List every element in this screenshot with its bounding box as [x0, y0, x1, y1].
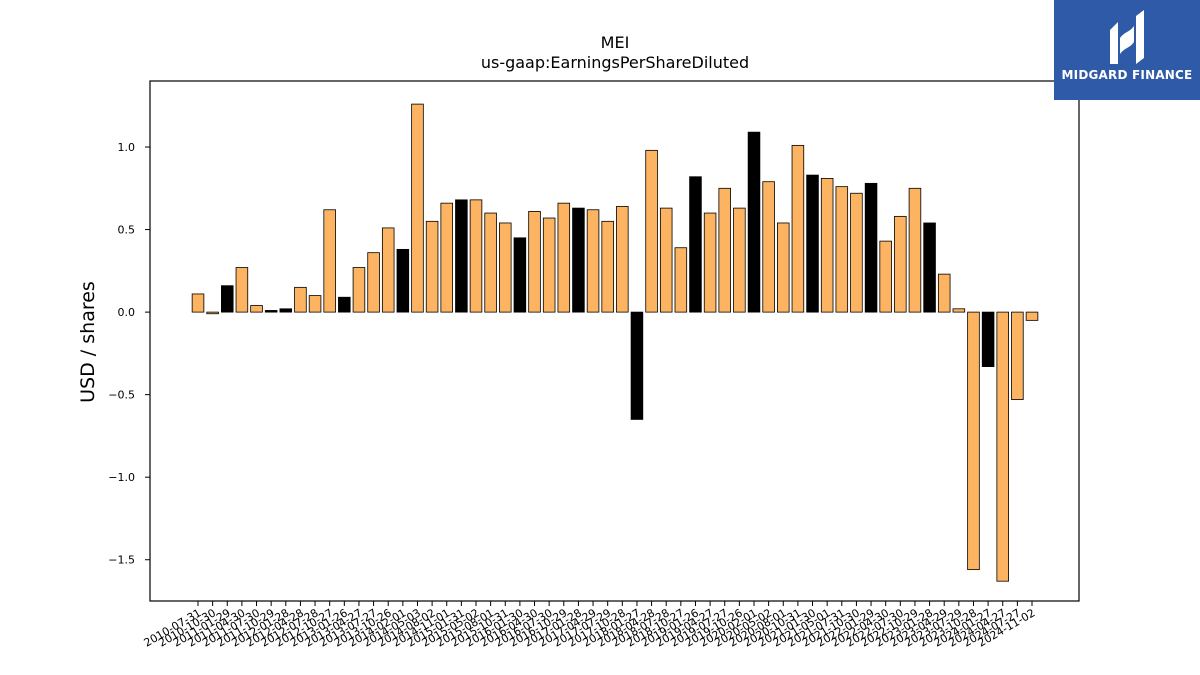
bar-2020-02-01 — [747, 131, 761, 313]
bar-2018-01-27 — [630, 311, 644, 420]
bar-2012-04-28 — [294, 286, 307, 313]
logo-text: MIDGARD FINANCE — [1061, 68, 1193, 82]
bar-2014-11-01 — [440, 202, 453, 313]
bar-2011-07-30 — [250, 305, 263, 313]
bar-2012-10-27 — [323, 209, 336, 313]
bar-2019-10-26 — [733, 207, 746, 313]
bar-2022-07-30 — [894, 215, 907, 313]
bar-2011-01-29 — [221, 285, 234, 313]
bar-2012-07-28 — [308, 295, 322, 313]
bar-2019-04-27 — [703, 212, 717, 313]
bar-2023-01-28 — [923, 222, 936, 313]
bar-2022-04-30 — [879, 240, 892, 313]
bar-2021-10-30 — [850, 192, 863, 313]
bar-2014-02-01 — [396, 248, 410, 313]
bar-2024-04-27 — [996, 311, 1009, 582]
bar-2023-04-29 — [937, 273, 951, 313]
bar-2024-01-27 — [981, 311, 995, 367]
bar-2018-07-28 — [659, 207, 673, 313]
y-axis-ticks: −1.5 −1.0 −0.5 0.0 0.5 1.0 — [108, 141, 150, 567]
bar-2023-07-29 — [952, 308, 966, 313]
bar-2023-10-28 — [967, 311, 980, 571]
bar-2015-05-02 — [469, 199, 483, 313]
bar-2013-10-26 — [381, 227, 395, 313]
bar-2020-10-31 — [791, 144, 805, 313]
bar-2019-07-27 — [718, 187, 731, 313]
chart-title: MEI — [601, 33, 630, 52]
y-tick-label: −1.5 — [108, 554, 135, 567]
bar-2017-01-28 — [572, 207, 585, 313]
bar-2020-08-01 — [777, 222, 790, 313]
bar-2017-04-29 — [586, 209, 600, 313]
bar-2010-10-30 — [206, 311, 219, 315]
bar-2011-04-30 — [235, 267, 249, 313]
bar-2011-10-29 — [264, 310, 278, 313]
bar-2015-08-01 — [484, 212, 497, 313]
bar-2016-10-29 — [557, 202, 571, 313]
bar-2017-10-28 — [616, 206, 629, 313]
bar-2016-04-30 — [528, 211, 541, 313]
bar-2014-08-02 — [425, 220, 439, 313]
bar-2019-01-26 — [689, 176, 702, 313]
bar-2015-10-31 — [499, 222, 512, 313]
bar-2024-11-02 — [1025, 311, 1039, 321]
bar-2024-07-27 — [1011, 311, 1024, 400]
x-axis-ticks: 2010-07-312010-10-302011-01-292011-04-30… — [142, 601, 1038, 650]
chart-subtitle: us-gaap:EarningsPerShareDiluted — [481, 53, 749, 72]
bar-2021-01-30 — [806, 174, 819, 313]
bar-2014-05-03 — [411, 103, 424, 313]
bar-2012-01-28 — [279, 308, 293, 313]
y-axis-label: USD / shares — [77, 281, 99, 403]
bar-2018-10-27 — [674, 247, 688, 313]
logo: MIDGARD FINANCE — [1054, 0, 1200, 100]
y-tick-label: 0.0 — [118, 306, 136, 319]
bar-2022-01-29 — [864, 182, 878, 313]
bar-2022-10-29 — [908, 187, 922, 313]
y-tick-label: −1.0 — [108, 471, 135, 484]
bar-2010-07-31 — [191, 293, 205, 313]
bar-2015-01-31 — [455, 199, 468, 313]
bar-2018-04-28 — [645, 149, 658, 313]
logo-mark-icon — [1110, 10, 1144, 64]
bar-2020-05-02 — [762, 181, 775, 313]
bar-2017-07-29 — [601, 220, 614, 313]
plot-frame — [149, 80, 1080, 602]
bar-2016-07-30 — [542, 217, 556, 313]
bar-2013-01-26 — [338, 296, 351, 313]
y-tick-label: 1.0 — [118, 141, 136, 154]
bar-2021-05-01 — [820, 177, 834, 313]
bar-2013-04-27 — [352, 267, 366, 313]
bar-2016-01-30 — [513, 237, 527, 313]
y-tick-label: −0.5 — [108, 389, 135, 402]
y-tick-label: 0.5 — [118, 224, 136, 237]
bars-group — [191, 103, 1039, 582]
bar-2013-07-27 — [367, 252, 380, 313]
bar-2021-07-31 — [835, 186, 849, 313]
